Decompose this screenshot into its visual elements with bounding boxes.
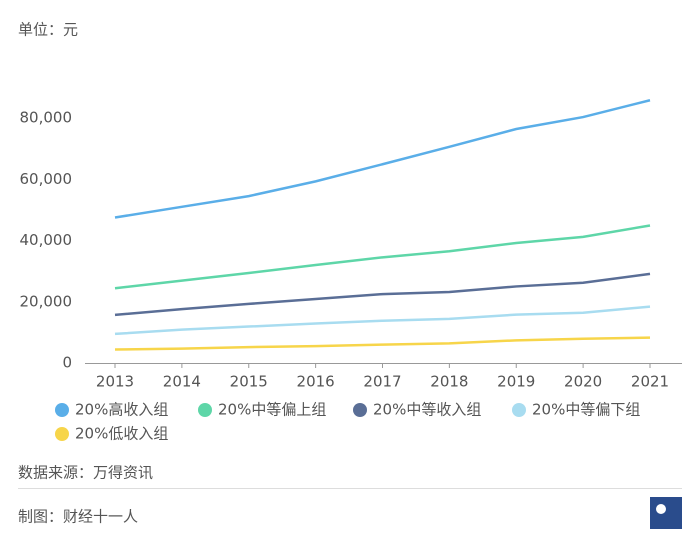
x-tick-label: 2018 (430, 373, 468, 391)
logo (650, 497, 682, 529)
legend-label: 20%低收入组 (75, 425, 168, 443)
x-tick-label: 2021 (631, 373, 669, 391)
legend-label: 20%中等偏上组 (218, 401, 326, 419)
legend-marker (55, 403, 69, 417)
legend-marker (353, 403, 367, 417)
legend-label: 20%中等收入组 (373, 401, 481, 419)
logo-mark (656, 504, 666, 514)
series-line (114, 99, 651, 219)
credit: 制图：财经十一人 (18, 508, 138, 526)
series-line (114, 305, 651, 336)
series-line (114, 272, 651, 317)
series-line (114, 336, 651, 351)
x-tick-label: 2017 (363, 373, 401, 391)
y-tick-label: 0 (62, 354, 72, 372)
y-tick-label: 20,000 (20, 292, 73, 310)
x-tick-label: 2016 (297, 373, 335, 391)
x-tick-label: 2014 (163, 373, 201, 391)
legend-marker (512, 403, 526, 417)
y-tick-label: 40,000 (20, 231, 73, 249)
legend-label: 20%高收入组 (75, 401, 168, 419)
x-tick-label: 2013 (96, 373, 134, 391)
x-tick-label: 2015 (230, 373, 268, 391)
series-line (114, 224, 651, 290)
x-tick-label: 2019 (497, 373, 535, 391)
legend-label: 20%中等偏下组 (532, 401, 640, 419)
source: 数据来源：万得资讯 (18, 464, 153, 482)
x-tick-label: 2020 (564, 373, 602, 391)
y-tick-label: 80,000 (20, 109, 73, 127)
y-tick-label: 60,000 (20, 170, 73, 188)
legend-marker (198, 403, 212, 417)
legend-marker (55, 427, 69, 441)
unit-label: 单位：元 (18, 21, 78, 39)
